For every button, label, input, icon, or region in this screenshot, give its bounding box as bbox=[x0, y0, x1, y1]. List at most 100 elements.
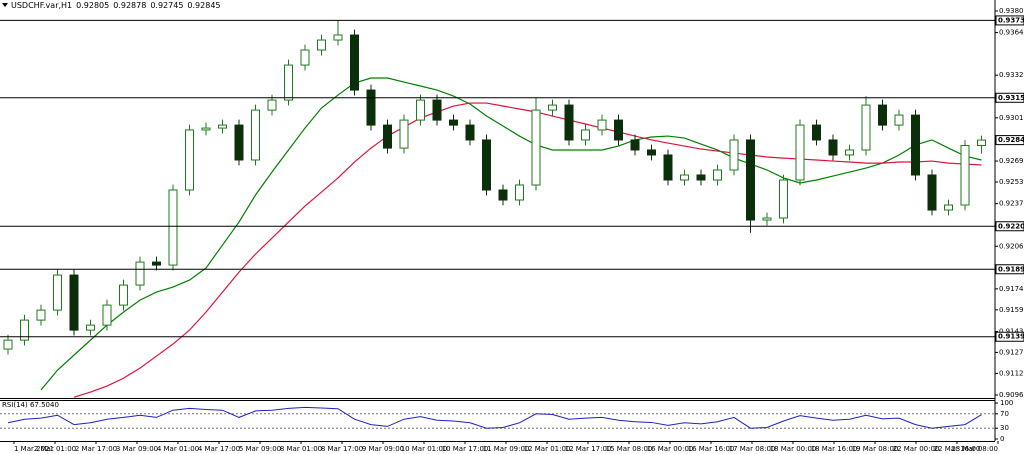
x-tick-label: 16 Mar 16:00 bbox=[688, 445, 735, 453]
candle-body bbox=[284, 64, 293, 101]
candle-body bbox=[218, 124, 227, 129]
candle-body bbox=[399, 119, 409, 149]
candle-body bbox=[828, 139, 838, 156]
candle-body bbox=[152, 261, 161, 266]
candle-body bbox=[564, 104, 574, 141]
candle-body bbox=[762, 217, 772, 221]
candle-body bbox=[498, 189, 508, 201]
candle-body bbox=[812, 124, 821, 141]
candle-body bbox=[53, 274, 62, 311]
candle-body bbox=[597, 119, 607, 131]
candle-body bbox=[779, 179, 788, 219]
candle-body bbox=[944, 204, 953, 211]
x-tick-label: 16 Mar 00:00 bbox=[647, 445, 694, 453]
candle-body bbox=[20, 319, 29, 341]
chart-header: USDCHF.var,H1 0.92805 0.92878 0.92745 0.9284… bbox=[11, 1, 221, 10]
x-tick-label: 2 Mar 17:00 bbox=[75, 445, 117, 453]
candle-body bbox=[185, 129, 194, 191]
candle-body bbox=[350, 34, 359, 91]
candle-body bbox=[696, 174, 706, 181]
candle-body bbox=[614, 119, 623, 141]
candle-body bbox=[845, 149, 854, 156]
x-tick-label: 12 Mar 01:00 bbox=[524, 445, 571, 453]
candle-body bbox=[86, 324, 95, 331]
x-tick-label: 9 Mar 09:00 bbox=[362, 445, 404, 453]
y-tick-label: 0.92535 bbox=[999, 178, 1024, 186]
candle-body bbox=[201, 127, 211, 131]
x-tick-label: 10 Mar 01:00 bbox=[401, 445, 448, 453]
level-box bbox=[995, 264, 1024, 275]
candle-body bbox=[449, 119, 458, 126]
candle-body bbox=[911, 114, 920, 176]
candle-body bbox=[729, 139, 739, 171]
candle-body bbox=[366, 89, 376, 126]
level-box bbox=[995, 331, 1024, 342]
candle-body bbox=[515, 184, 524, 201]
candle-body bbox=[663, 154, 673, 181]
menu-arrow[interactable] bbox=[2, 3, 8, 7]
candle-body bbox=[531, 109, 541, 186]
candle-body bbox=[317, 39, 326, 51]
header-open: 0.92805 bbox=[76, 1, 109, 10]
candle-body bbox=[482, 139, 491, 191]
x-tick-label: 18 Mar 16:00 bbox=[811, 445, 858, 453]
x-tick-label: 8 Mar 17:00 bbox=[321, 445, 363, 453]
candle-body bbox=[548, 104, 557, 111]
candle-body bbox=[878, 104, 887, 126]
candle-body bbox=[333, 34, 343, 41]
level-box bbox=[995, 92, 1024, 103]
candle-body bbox=[234, 124, 244, 161]
x-tick-label: 10 Mar 17:00 bbox=[442, 445, 489, 453]
candle-body bbox=[977, 139, 986, 147]
x-tick-label: 22 Mar 16:00 bbox=[934, 445, 981, 453]
y-tick-label: 0.92375 bbox=[999, 200, 1024, 208]
rsi-tick-label: 70 bbox=[1000, 410, 1009, 418]
candle-body bbox=[795, 124, 805, 181]
x-tick-label: 4 Mar 01:00 bbox=[157, 445, 199, 453]
candle-body bbox=[432, 99, 442, 121]
x-tick-label: 3 Mar 09:00 bbox=[116, 445, 158, 453]
moving-average bbox=[40, 77, 982, 391]
candle-body bbox=[102, 304, 112, 326]
x-tick-label: 4 Mar 17:00 bbox=[198, 445, 240, 453]
header-low: 0.92745 bbox=[150, 1, 183, 10]
x-tick-label: 1 Mar 2021 bbox=[14, 445, 54, 453]
x-tick-label: 5 Mar 09:00 bbox=[239, 445, 281, 453]
candle-body bbox=[894, 114, 904, 126]
x-tick-label: 22 Mar 00:00 bbox=[893, 445, 940, 453]
price-box bbox=[995, 135, 1024, 146]
x-tick-label: 17 Mar 08:00 bbox=[729, 445, 776, 453]
candle-body bbox=[465, 124, 475, 141]
x-tick-label: 19 Mar 08:00 bbox=[852, 445, 899, 453]
candle-body bbox=[383, 124, 392, 149]
x-tick-label: 23 Mar 08:00 bbox=[951, 445, 998, 453]
rsi-line bbox=[7, 406, 982, 429]
candle-body bbox=[746, 139, 755, 221]
y-tick-label: 0.91745 bbox=[999, 285, 1024, 293]
level-label: 0.93158 bbox=[998, 94, 1024, 102]
level-box bbox=[995, 15, 1024, 26]
level-label: 0.91391 bbox=[998, 333, 1024, 341]
level-label: 0.92208 bbox=[998, 222, 1024, 230]
candle-body bbox=[647, 149, 656, 156]
candle-body bbox=[119, 284, 128, 306]
candle-body bbox=[713, 169, 722, 181]
rsi-label: RSI(14) 67.5040 bbox=[2, 401, 59, 409]
candle-body bbox=[861, 104, 871, 151]
candle-body bbox=[135, 261, 145, 286]
candle-body bbox=[251, 109, 260, 161]
symbol: USDCHF.var,H1 bbox=[11, 1, 72, 10]
x-tick-label: 8 Mar 01:00 bbox=[280, 445, 322, 453]
candle-body bbox=[927, 174, 937, 211]
